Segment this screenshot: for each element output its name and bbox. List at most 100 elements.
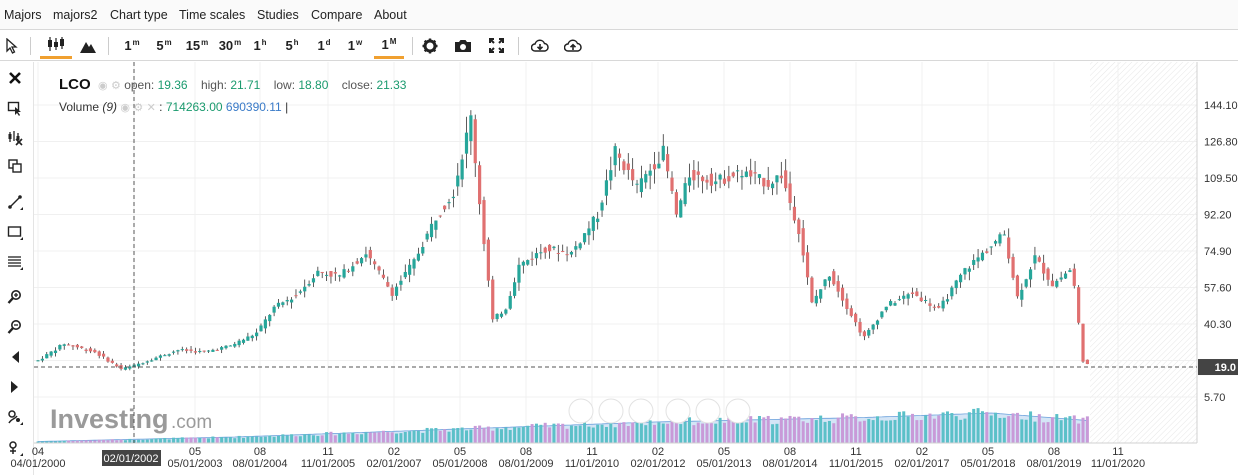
volume-bar (753, 422, 757, 443)
candle-body (827, 276, 832, 281)
scroll-right-icon[interactable] (5, 377, 25, 397)
volume-bar (447, 431, 451, 443)
candle-body (338, 275, 342, 277)
fibonacci-icon[interactable] (5, 407, 25, 427)
candle-body (871, 324, 875, 330)
interval-unit: M (389, 36, 397, 46)
rectangle-icon[interactable] (5, 222, 25, 242)
zoom-in-faint-icon[interactable] (598, 398, 624, 424)
volume-bar (674, 422, 678, 443)
mountain-icon[interactable] (78, 32, 98, 59)
volume-bar (849, 414, 853, 443)
settings-icon[interactable] (420, 32, 440, 59)
remove-icon[interactable]: ✕ (146, 102, 156, 114)
candle-body (154, 357, 158, 361)
settings-icon[interactable]: ⚙ (110, 80, 121, 92)
candle-body (840, 287, 845, 301)
menu-chart-type[interactable]: Chart type (110, 8, 168, 22)
pan-right-icon[interactable] (725, 398, 751, 424)
candle-body (718, 174, 722, 180)
volume-bar (198, 437, 202, 443)
horizontal-lines-icon[interactable] (5, 252, 25, 272)
candle-body (486, 239, 490, 281)
volume-bar (416, 430, 420, 443)
menu-studies[interactable]: Studies (257, 8, 299, 22)
volume-bar (119, 439, 123, 443)
zoom-in-icon[interactable] (5, 287, 25, 307)
time-tick-label: 02 (916, 446, 928, 458)
scroll-left-icon[interactable] (5, 347, 25, 367)
volume-bar (867, 418, 871, 443)
candle-body (604, 180, 609, 196)
menu-time-scales[interactable]: Time scales (179, 8, 246, 22)
drawing-tools-panel (0, 62, 34, 475)
volume-bar (705, 417, 709, 443)
interval-15m-button[interactable]: 15 m (182, 32, 212, 59)
time-tick-label: 08 (254, 446, 266, 458)
candle-body (333, 272, 337, 274)
visibility-icon[interactable]: ◉ (120, 102, 130, 114)
interval-30m-button[interactable]: 30 m (215, 32, 245, 59)
zoom-out-icon[interactable] (5, 317, 25, 337)
menu-about[interactable]: About (374, 8, 407, 22)
candle-body (893, 303, 897, 306)
candle-body (648, 170, 652, 176)
volume-bar (963, 418, 967, 443)
magnet-icon[interactable] (5, 438, 25, 458)
cloud-download-icon[interactable] (530, 32, 550, 59)
close-icon[interactable] (5, 68, 25, 88)
volume-bar (373, 432, 377, 443)
price-tick-label: 5.70 (1204, 392, 1225, 404)
volume-bar (989, 415, 993, 443)
volume-bar (709, 423, 713, 443)
volume-bar (766, 415, 770, 443)
volume-bar (998, 417, 1002, 443)
menu-majors2[interactable]: majors2 (53, 8, 98, 22)
delete-objects-icon[interactable] (5, 128, 25, 148)
camera-icon[interactable] (452, 32, 474, 59)
menu-bar: Majors majors2 Chart type Time scales St… (0, 0, 1238, 30)
zoom-select-icon[interactable] (5, 98, 25, 118)
cursor-icon[interactable] (4, 32, 20, 59)
volume-bar (631, 422, 635, 443)
volume-bar (797, 416, 801, 443)
candle-body (534, 253, 539, 259)
pan-left-icon[interactable] (568, 398, 594, 424)
volume-bar (731, 416, 735, 443)
volume-bar (141, 439, 145, 443)
candles-icon[interactable] (40, 32, 72, 59)
interval-label: 15 (185, 38, 201, 53)
menu-compare[interactable]: Compare (311, 8, 363, 22)
volume-bar (154, 438, 158, 443)
visibility-icon[interactable]: ◉ (98, 80, 108, 92)
zoom-in-faint-icon[interactable] (695, 398, 721, 424)
clone-icon[interactable] (5, 156, 25, 176)
candle-body (1042, 262, 1046, 274)
volume-bar (972, 408, 976, 443)
volume-bar (1007, 416, 1011, 443)
menu-majors[interactable]: Majors (4, 8, 42, 22)
zoom-controls[interactable] (568, 398, 751, 424)
volume-bar (491, 430, 495, 443)
reset-zoom-icon[interactable] (665, 398, 691, 424)
volume-bar (574, 426, 578, 443)
candle-body (206, 350, 211, 352)
trend-line-icon[interactable] (5, 192, 25, 212)
cloud-upload-icon[interactable] (563, 32, 583, 59)
zoom-out-faint-icon[interactable] (628, 398, 654, 424)
settings-icon[interactable]: ⚙ (133, 102, 144, 114)
candle-body (198, 350, 202, 352)
volume-bar (281, 434, 285, 443)
volume-bar (495, 428, 499, 443)
volume-bar (517, 427, 521, 443)
fullscreen-icon[interactable] (486, 32, 506, 59)
volume-bar (93, 440, 97, 443)
